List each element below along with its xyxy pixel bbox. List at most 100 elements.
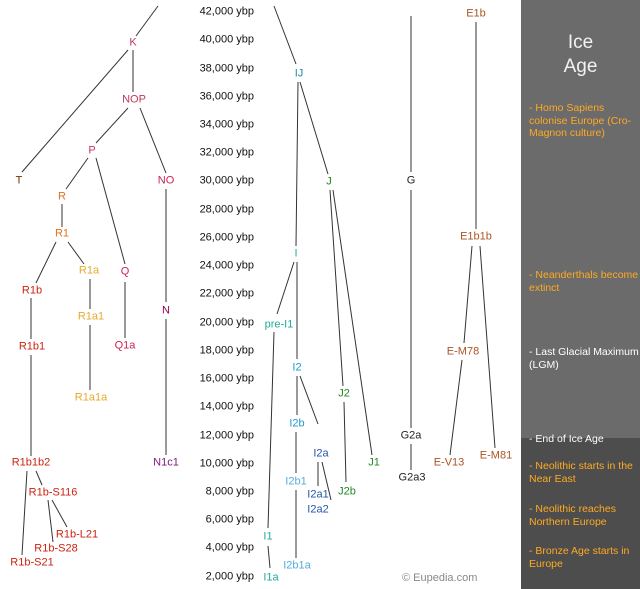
line-s116-s28 (47, 499, 54, 543)
year-label: 22,000 ybp (199, 287, 254, 300)
credit-text: © Eupedia.com (402, 572, 478, 584)
haplogroup-e1b1b: E1b1b (460, 230, 492, 243)
haplogroup-i2: I2 (292, 361, 302, 374)
haplogroup-i1a: I1a (263, 571, 279, 584)
year-label: 14,000 ybp (199, 400, 254, 413)
haplogroup-r1a1a: R1a1a (74, 391, 108, 404)
year-label: 28,000 ybp (199, 203, 254, 216)
year-label: 18,000 ybp (199, 344, 254, 357)
year-label: 8,000 ybp (205, 485, 254, 498)
event-lgm: - Last Glacial Maximum (LGM) (529, 346, 639, 371)
haplogroup-e1b: E1b (466, 7, 486, 20)
line-i-prei1 (276, 261, 295, 315)
panel-title-line2: Age (563, 56, 598, 77)
year-label: 16,000 ybp (199, 372, 254, 385)
line-root-k (135, 5, 159, 37)
haplogroup-i2b1a: I2b1a (283, 559, 311, 572)
line-i2a-i2a2 (321, 461, 332, 501)
event-end-ice-age: - End of Ice Age (529, 433, 604, 445)
year-label: 30,000 ybp (199, 174, 254, 187)
haplogroup-i: I (294, 247, 298, 260)
year-label: 20,000 ybp (199, 316, 254, 329)
panel-title-line1: Ice (567, 32, 594, 53)
haplogroup-i2b1: I2b1 (285, 475, 307, 488)
event-neolithic-north: - Neolithic reaches Northern Europe (529, 503, 616, 528)
ice-age-band (521, 0, 640, 438)
year-label: 10,000 ybp (199, 457, 254, 470)
haplogroup-g2a3: G2a3 (398, 471, 426, 484)
haplogroup-i2b: I2b (289, 417, 305, 430)
event-homo-sapiens: - Homo Sapiens colonise Europe (Cro-Magn… (529, 102, 632, 139)
line-nop-p (95, 107, 129, 144)
line-k-t (21, 49, 129, 173)
line-prei1-i1 (267, 331, 275, 529)
line-j-j1 (332, 189, 373, 456)
year-label: 24,000 ybp (199, 259, 254, 272)
line-r1b1b2-s116 (35, 470, 43, 486)
line-e1b1b-em78 (463, 245, 473, 344)
haplogroup-ij: IJ (294, 67, 304, 80)
line-s116-l21 (51, 499, 68, 528)
haplogroup-q1a: Q1a (114, 339, 136, 352)
line-ij-j (299, 81, 329, 175)
haplogroup-j1: J1 (368, 456, 380, 469)
haplogroup-j2: J2 (338, 387, 350, 400)
haplogroup-r1b1b2: R1b1b2 (11, 456, 51, 469)
haplogroup-n1c1: N1c1 (153, 456, 179, 469)
haplogroup-r1b-s21: R1b-S21 (10, 556, 54, 569)
event-bronze-age: - Bronze Age starts in Europe (529, 545, 630, 570)
line-p-r (65, 157, 89, 190)
line-e1b1b-em81 (479, 245, 496, 449)
line-p-q (95, 157, 126, 265)
haplogroup-r1: R1 (54, 227, 70, 240)
year-label: 40,000 ybp (199, 33, 254, 46)
line-nop-no (139, 107, 167, 174)
haplogroup-r1b-s116: R1b-S116 (28, 486, 78, 499)
haplogroup-pre-i1: pre-I1 (264, 318, 294, 331)
year-label: 4,000 ybp (205, 541, 254, 554)
year-label: 38,000 ybp (199, 62, 254, 75)
haplogroup-i1: I1 (263, 530, 273, 543)
line-r1b1b2-s21 (21, 470, 28, 556)
year-label: 12,000 ybp (199, 429, 254, 442)
haplogroup-i2a: I2a (313, 447, 329, 460)
line-ij-i (295, 81, 299, 247)
haplogroup-r1b-l21: R1b-L21 (55, 528, 99, 541)
line-j-j2 (329, 189, 344, 387)
haplogroup-r1a1: R1a1 (77, 310, 105, 323)
haplogroup-r1b-s28: R1b-S28 (34, 542, 78, 555)
haplogroup-t: T (15, 174, 23, 187)
year-label: 36,000 ybp (199, 90, 254, 103)
haplogroup-r1b: R1b (21, 284, 43, 297)
haplogroup-no: NO (157, 174, 175, 187)
haplogroup-n: N (162, 304, 170, 317)
event-neanderthals: - Neanderthals become extinct (529, 269, 639, 294)
haplogroup-j: J (326, 175, 332, 188)
event-neolithic-near-east: - Neolithic starts in the Near East (529, 460, 633, 485)
year-label: 34,000 ybp (199, 118, 254, 131)
year-label: 2,000 ybp (205, 570, 254, 583)
haplogroup-k: K (129, 36, 137, 49)
haplogroup-g2a: G2a (400, 429, 422, 442)
line-i2-i2a (299, 375, 319, 425)
haplogroup-i2a2: I2a2 (307, 503, 329, 516)
haplogroup-i2a1: I2a1 (307, 488, 329, 501)
year-label: 32,000 ybp (199, 146, 254, 159)
haplogroup-e-m78: E-M78 (446, 345, 480, 358)
haplogroup-p: P (88, 144, 96, 157)
year-label: 6,000 ybp (205, 513, 254, 526)
haplogroup-r: R (58, 190, 66, 203)
haplogroup-g: G (406, 174, 416, 187)
haplogroup-nop: NOP (122, 93, 146, 106)
line-i1-i1a (267, 545, 271, 569)
haplogroup-r1a: R1a (78, 264, 100, 277)
line-em78-ev13 (449, 359, 463, 456)
line-root-ij (273, 5, 297, 65)
haplogroup-j2b: J2b (338, 485, 356, 498)
line-j2-j2b (343, 401, 347, 483)
haplogroup-e-m81: E-M81 (479, 449, 513, 462)
haplogroup-r1b1: R1b1 (18, 340, 46, 353)
line-r1-r1b (35, 241, 57, 284)
